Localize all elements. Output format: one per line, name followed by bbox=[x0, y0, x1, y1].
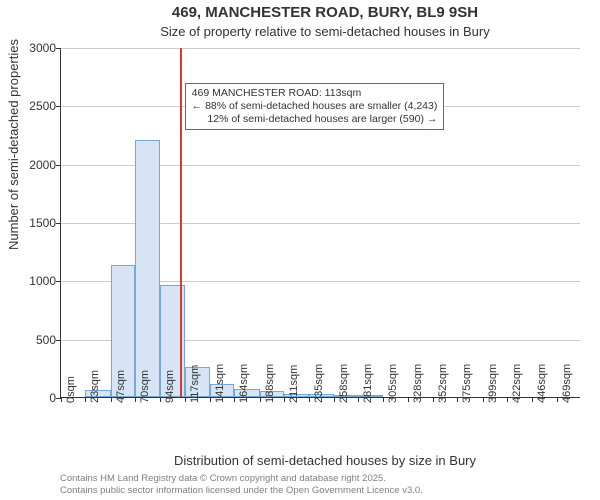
x-tick-mark bbox=[507, 397, 508, 402]
x-tick-label: 375sqm bbox=[461, 364, 473, 403]
x-tick-label: 328sqm bbox=[412, 364, 424, 403]
y-tick-mark bbox=[56, 165, 61, 166]
x-tick-label: 211sqm bbox=[288, 365, 300, 403]
annotation-box: 469 MANCHESTER ROAD: 113sqm← 88% of semi… bbox=[185, 83, 445, 130]
x-tick-label: 305sqm bbox=[387, 364, 399, 403]
x-tick-mark bbox=[457, 397, 458, 402]
x-tick-mark bbox=[210, 397, 211, 402]
footer-line-2: Contains public sector information licen… bbox=[60, 485, 423, 496]
y-tick-mark bbox=[56, 106, 61, 107]
plot-area: 0500100015002000250030000sqm23sqm47sqm70… bbox=[60, 48, 580, 398]
gridline-h bbox=[61, 48, 580, 49]
y-tick-label: 2500 bbox=[16, 99, 56, 113]
y-tick-label: 1000 bbox=[16, 274, 56, 288]
x-tick-label: 70sqm bbox=[139, 370, 151, 403]
x-tick-mark bbox=[557, 397, 558, 402]
x-tick-label: 94sqm bbox=[164, 370, 176, 403]
x-tick-label: 23sqm bbox=[89, 370, 101, 403]
x-tick-mark bbox=[61, 397, 62, 402]
x-tick-label: 352sqm bbox=[437, 364, 449, 403]
x-tick-mark bbox=[111, 397, 112, 402]
y-tick-label: 2000 bbox=[16, 158, 56, 172]
chart-footer: Contains HM Land Registry data © Crown c… bbox=[60, 473, 423, 496]
x-tick-label: 164sqm bbox=[238, 364, 250, 403]
x-tick-label: 258sqm bbox=[338, 364, 350, 403]
y-tick-label: 0 bbox=[16, 391, 56, 405]
x-axis-label: Distribution of semi-detached houses by … bbox=[60, 453, 590, 468]
x-tick-mark bbox=[383, 397, 384, 402]
x-tick-mark bbox=[260, 397, 261, 402]
y-tick-mark bbox=[56, 48, 61, 49]
x-tick-mark bbox=[483, 397, 484, 402]
annotation-line: ← 88% of semi-detached houses are smalle… bbox=[192, 100, 438, 113]
x-tick-label: 281sqm bbox=[362, 364, 374, 403]
x-tick-mark bbox=[532, 397, 533, 402]
y-tick-label: 1500 bbox=[16, 216, 56, 230]
y-tick-mark bbox=[56, 340, 61, 341]
x-tick-label: 117sqm bbox=[189, 365, 201, 403]
x-tick-label: 399sqm bbox=[487, 364, 499, 403]
x-tick-mark bbox=[334, 397, 335, 402]
x-tick-mark bbox=[284, 397, 285, 402]
y-tick-mark bbox=[56, 223, 61, 224]
x-tick-mark bbox=[234, 397, 235, 402]
chart-container: 469, MANCHESTER ROAD, BURY, BL9 9SH Size… bbox=[0, 0, 600, 500]
annotation-line: 12% of semi-detached houses are larger (… bbox=[192, 113, 438, 126]
chart-subtitle: Size of property relative to semi-detach… bbox=[60, 24, 590, 39]
y-tick-label: 500 bbox=[16, 333, 56, 347]
x-tick-mark bbox=[433, 397, 434, 402]
x-tick-mark bbox=[358, 397, 359, 402]
x-tick-label: 188sqm bbox=[264, 364, 276, 403]
x-tick-label: 235sqm bbox=[313, 364, 325, 403]
x-tick-label: 422sqm bbox=[511, 364, 523, 403]
x-tick-mark bbox=[185, 397, 186, 402]
footer-line-1: Contains HM Land Registry data © Crown c… bbox=[60, 473, 423, 484]
x-tick-label: 47sqm bbox=[115, 370, 127, 403]
x-tick-mark bbox=[160, 397, 161, 402]
histogram-bar bbox=[135, 140, 160, 397]
x-tick-label: 469sqm bbox=[561, 364, 573, 403]
x-tick-label: 141sqm bbox=[214, 364, 226, 403]
annotation-line: 469 MANCHESTER ROAD: 113sqm bbox=[192, 87, 438, 100]
x-tick-mark bbox=[309, 397, 310, 402]
y-tick-mark bbox=[56, 281, 61, 282]
x-tick-mark bbox=[135, 397, 136, 402]
chart-title: 469, MANCHESTER ROAD, BURY, BL9 9SH bbox=[60, 4, 590, 21]
x-tick-mark bbox=[85, 397, 86, 402]
x-tick-mark bbox=[408, 397, 409, 402]
marker-line bbox=[180, 48, 182, 397]
y-tick-label: 3000 bbox=[16, 41, 56, 55]
x-tick-label: 0sqm bbox=[65, 376, 77, 403]
x-tick-label: 446sqm bbox=[536, 364, 548, 403]
